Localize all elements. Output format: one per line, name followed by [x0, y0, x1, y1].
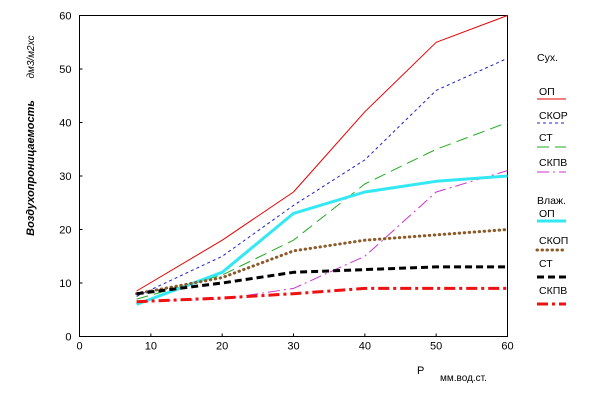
legend-label: СКПВ	[539, 285, 567, 297]
legend-label: ОП	[539, 208, 555, 220]
y-tick-label: 0	[65, 332, 71, 344]
y-axis-label: Воздухопроницаемость	[25, 100, 37, 236]
legend-label: СКПВ	[539, 157, 567, 169]
series-line-dry-op	[136, 15, 508, 292]
series-line-dry-st	[136, 122, 508, 300]
y-tick-label: 30	[59, 171, 71, 183]
series-line-wet-skop	[135, 228, 509, 296]
legend-label: ОП	[539, 86, 555, 98]
x-tick-label: 10	[145, 341, 157, 353]
y-tick-label: 40	[59, 118, 71, 130]
legend-label: СТ	[539, 258, 553, 270]
x-tick-label: 30	[287, 341, 299, 353]
x-tick-label: 50	[430, 341, 442, 353]
series-line-wet-op	[136, 174, 508, 306]
x-tick-label: 0	[76, 341, 82, 353]
legend-group-title: Сух.	[537, 52, 558, 64]
x-axis-unit: мм.вод.ст.	[440, 373, 487, 384]
x-axis-label: P	[417, 365, 424, 377]
legend-group-title: Влаж.	[537, 195, 566, 207]
legend-label: СТ	[539, 132, 553, 144]
axes: 0 10 20 30 40 50 60 0 10 20 30 40 50 60	[59, 11, 513, 353]
x-tick-label: 60	[501, 341, 513, 353]
series-line-wet-st	[136, 265, 508, 296]
x-tick-label: 20	[216, 341, 228, 353]
y-tick-label: 60	[59, 11, 71, 23]
series-group	[135, 15, 509, 306]
x-tick-label: 40	[359, 341, 371, 353]
y-axis-unit: дм3/м2хс	[26, 35, 37, 78]
series-line-dry-skor	[136, 57, 508, 297]
series-line-wet-skpv	[136, 286, 508, 304]
y-tick-label: 20	[59, 225, 71, 237]
legend-label: СКОП	[539, 235, 568, 247]
y-tick-label: 50	[59, 64, 71, 76]
y-tick-label: 10	[59, 278, 71, 290]
legend-label: СКОР	[539, 110, 568, 122]
